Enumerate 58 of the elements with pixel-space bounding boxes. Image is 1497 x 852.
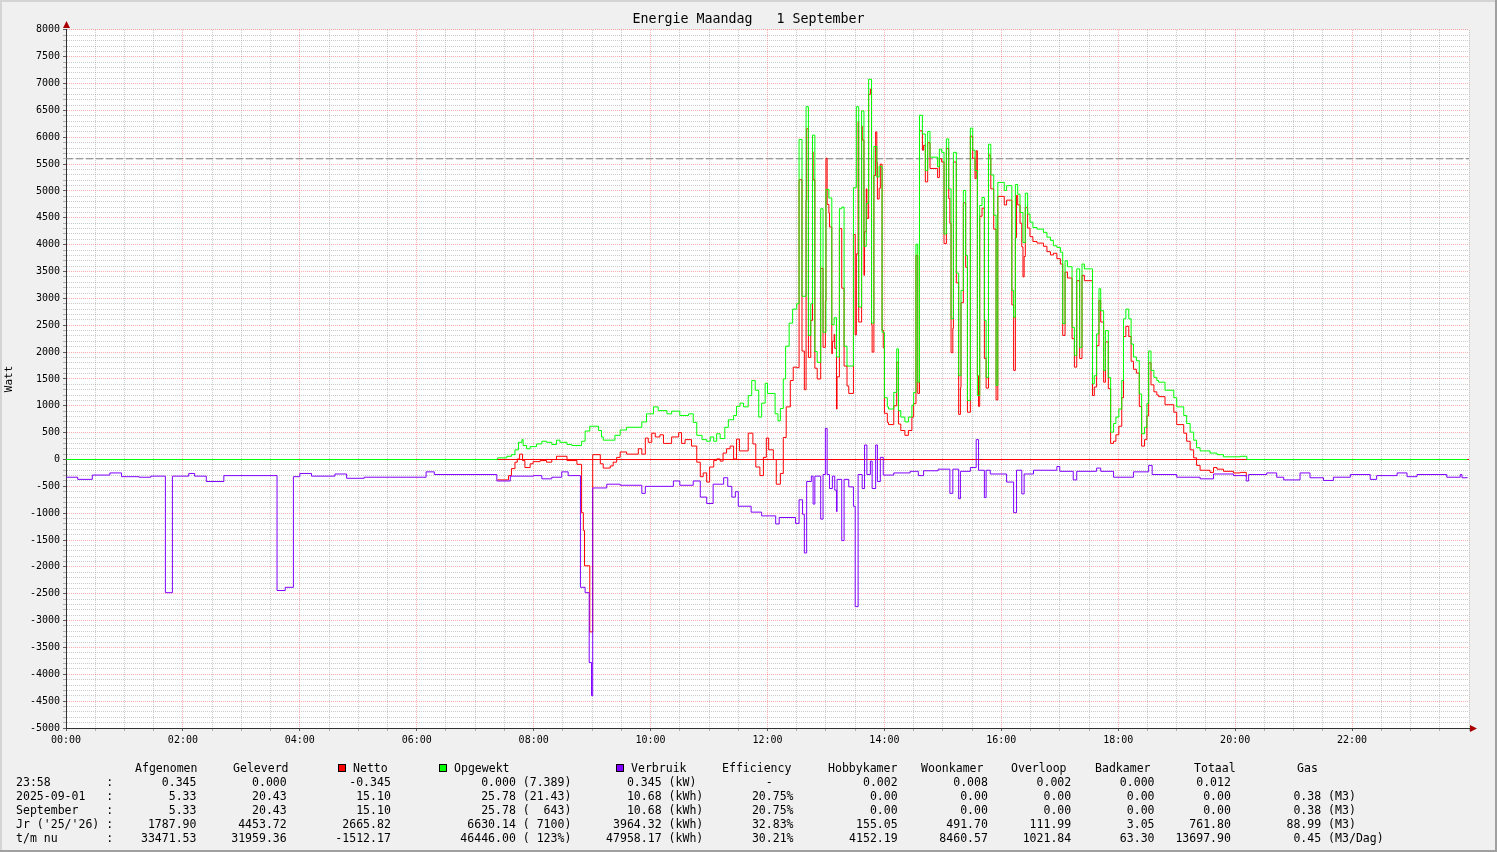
y-tick-label: 4500 (35, 211, 60, 223)
x-tick-label: 16:00 (986, 733, 1017, 745)
y-tick-label: -3000 (29, 614, 60, 626)
y-tick-label: -2000 (29, 560, 60, 572)
x-tick-label: 08:00 (518, 733, 549, 745)
text: Geleverd (233, 761, 289, 775)
y-tick-label: 2500 (35, 318, 60, 330)
x-tick-label: 20:00 (1220, 733, 1251, 745)
text: Badkamer (1095, 761, 1151, 775)
x-tick-label: 06:00 (401, 733, 432, 745)
x-tick-label: 04:00 (284, 733, 315, 745)
y-tick-label: -3500 (29, 641, 60, 653)
x-tick-label: 14:00 (869, 733, 900, 745)
text: t/m nu : 33471.53 31959.36 -1512.17 46446.00 ( 123%) 47958.17 (kWh) 30.21% 4152.19 8460.57 1021.84 63.30 13697.90 0.45 (M3/Dag) (16, 831, 1384, 845)
y-tick-label: 3500 (35, 265, 60, 277)
y-tick-label: 6000 (35, 130, 60, 142)
y-tick-label: -1000 (29, 506, 60, 518)
text: Woonkamer (921, 761, 984, 775)
text: Gas (1297, 761, 1318, 775)
text: Overloop (1011, 761, 1067, 775)
x-tick-label: 22:00 (1337, 733, 1368, 745)
y-tick-label: 1000 (35, 399, 60, 411)
y-tick-label: 5000 (35, 184, 60, 196)
y-tick-label: -4000 (29, 667, 60, 679)
x-tick-label: 18:00 (1103, 733, 1134, 745)
y-tick-label: -1500 (29, 533, 60, 545)
legend-label: Netto (353, 761, 388, 775)
x-tick-label: 12:00 (752, 733, 783, 745)
y-tick-label: 5500 (35, 157, 60, 169)
y-tick-label: 500 (41, 426, 60, 438)
x-tick-label: 00:00 (50, 733, 82, 745)
text: Hobbykamer (828, 761, 898, 775)
text: 23:58 : 0.345 0.000 -0.345 0.000 (7.389) 0.345 (kW) - 0.002 0.008 0.002 0.000 0.012 (16, 775, 1231, 789)
text: Jr ('25/'26) : 1787.90 4453.72 2665.82 6630.14 ( 7100) 3964.32 (kWh) 32.83% 155.05 491.70 111.99 3.05 761.80 88.99 (M3) (16, 817, 1356, 831)
y-tick-label: 6500 (35, 104, 60, 116)
y-tick-label: 4000 (35, 238, 60, 250)
text: 2025-09-01 : 5.33 20.43 15.10 25.78 (21.43) 10.68 (kWh) 20.75% 0.00 0.00 0.00 0.00 0.00 0.38 (M3) (16, 789, 1356, 803)
y-tick-label: 1500 (35, 372, 60, 384)
y-tick-label: 7500 (35, 50, 60, 62)
y-tick-label: 0 (53, 453, 60, 465)
y-tick-label: -4500 (29, 694, 60, 706)
legend-label: Opgewekt (454, 761, 510, 775)
text: Efficiency (722, 761, 792, 775)
text: Afgenomen (135, 761, 198, 775)
legend-label: Verbruik (631, 761, 687, 775)
y-axis-title: Watt (2, 365, 16, 393)
y-tick-label: -500 (35, 479, 60, 491)
text: Totaal (1194, 761, 1236, 775)
x-tick-label: 10:00 (635, 733, 666, 745)
y-tick-label: 2000 (35, 345, 60, 357)
chart-title: Energie Maandag 1 September (632, 11, 865, 26)
y-tick-label: -5000 (29, 721, 60, 733)
text: September : 5.33 20.43 15.10 25.78 ( 643) 10.68 (kWh) 20.75% 0.00 0.00 0.00 0.00 0.00 0.38 (M3) (16, 803, 1356, 817)
y-tick-label: -2500 (29, 587, 60, 599)
y-tick-label: 3000 (35, 291, 60, 303)
y-tick-label: 7000 (35, 77, 60, 89)
x-tick-label: 02:00 (167, 733, 198, 745)
y-tick-label: 8000 (35, 23, 60, 35)
